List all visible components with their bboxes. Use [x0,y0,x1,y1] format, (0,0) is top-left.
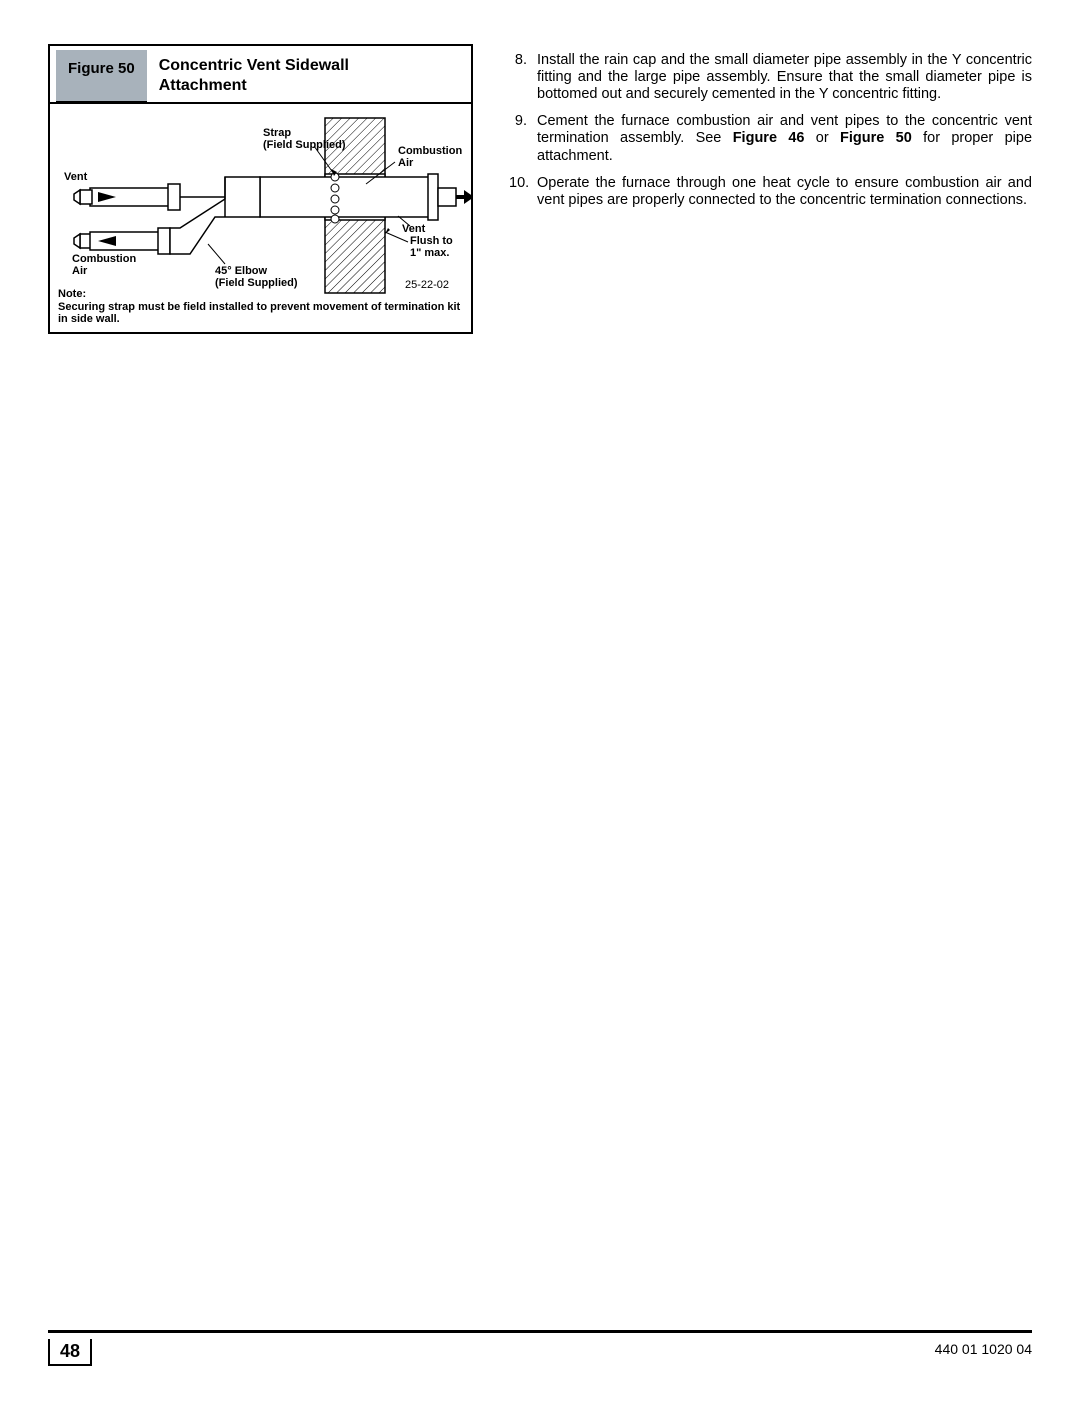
figure-title: Concentric Vent Sidewall Attachment [153,46,355,102]
label-combustion-air-r2: Air [398,157,414,169]
list-item: 10. Operate the furnace through one heat… [509,175,1032,209]
label-vent-r: Vent [402,223,426,235]
figure-note: Note: Securing strap must be field insta… [50,288,471,332]
right-column: 8. Install the rain cap and the small di… [509,44,1032,334]
footer-rule [48,1330,1032,1334]
list-item: 8. Install the rain cap and the small di… [509,52,1032,103]
label-flush1: Flush to [410,235,453,247]
label-combustion-air-l2: Air [72,265,88,277]
label-combustion-air-r: Combustion [398,145,462,157]
label-strap: Strap [263,127,291,139]
item-text: Operate the furnace through one heat cyc… [537,175,1032,209]
item-text: Cement the furnace combustion air and ve… [537,113,1032,164]
footer-row: 48 440 01 1020 04 [48,1339,1032,1366]
footer: 48 440 01 1020 04 [48,1330,1032,1367]
left-column: Figure 50 Concentric Vent Sidewall Attac… [48,44,473,334]
label-elbow1: 45° Elbow [215,265,268,277]
figure-title-line1: Concentric Vent Sidewall [159,57,349,74]
page: Figure 50 Concentric Vent Sidewall Attac… [0,0,1080,1402]
item-number: 10. [509,175,537,209]
list-item: 9. Cement the furnace combustion air and… [509,113,1032,164]
figure-tag: Figure 50 [56,50,147,102]
note-text: Securing strap must be field installed t… [58,301,460,326]
page-number: 48 [48,1339,92,1366]
figure-box: Figure 50 Concentric Vent Sidewall Attac… [48,44,473,334]
label-combustion-air-l: Combustion [72,253,136,265]
item-number: 8. [509,52,537,103]
instruction-list: 8. Install the rain cap and the small di… [509,52,1032,209]
figure-body: Strap (Field Supplied) Combustion Air Ve… [50,102,471,332]
label-flush2: 1" max. [410,247,449,259]
figure-title-line2: Attachment [159,77,247,94]
label-vent-l: Vent [64,171,88,183]
note-label: Note: [58,288,463,301]
doc-id: 440 01 1020 04 [935,1339,1032,1357]
item-text: Install the rain cap and the small diame… [537,52,1032,103]
columns: Figure 50 Concentric Vent Sidewall Attac… [48,44,1032,334]
item-number: 9. [509,113,537,164]
label-strap2: (Field Supplied) [263,139,346,151]
figure-header: Figure 50 Concentric Vent Sidewall Attac… [50,46,471,102]
